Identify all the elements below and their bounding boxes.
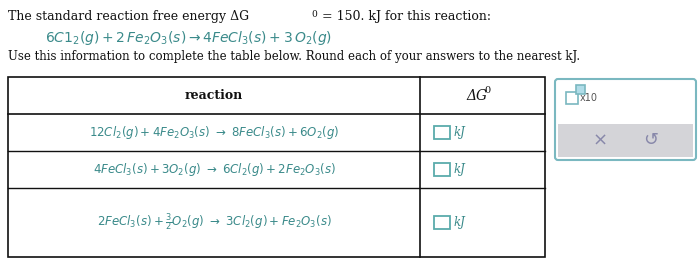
Bar — [434, 216, 450, 229]
Text: $2FeCl_3(s) + \frac{3}{2}O_2(g)\ \rightarrow\ 3Cl_2(g) + Fe_2O_3(s)$: $2FeCl_3(s) + \frac{3}{2}O_2(g)\ \righta… — [96, 212, 332, 233]
Text: 0: 0 — [484, 86, 491, 95]
Text: kJ: kJ — [454, 216, 466, 229]
Text: reaction: reaction — [185, 89, 243, 102]
Bar — [576, 85, 585, 94]
Text: ×: × — [593, 131, 608, 150]
Text: The standard reaction free energy ΔG: The standard reaction free energy ΔG — [8, 10, 249, 23]
Text: x10: x10 — [580, 93, 598, 103]
Text: = 150. kJ for this reaction:: = 150. kJ for this reaction: — [318, 10, 491, 23]
Bar — [558, 82, 693, 124]
Text: $4FeCl_3(s) + 3O_2(g)\ \rightarrow\ 6Cl_2(g) + 2Fe_2O_3(s)$: $4FeCl_3(s) + 3O_2(g)\ \rightarrow\ 6Cl_… — [93, 161, 336, 178]
Bar — [434, 163, 450, 176]
Bar — [8, 77, 545, 257]
Bar — [558, 124, 693, 157]
Text: $12Cl_2(g) + 4Fe_2O_3(s)\ \rightarrow\ 8FeCl_3(s) + 6O_2(g)$: $12Cl_2(g) + 4Fe_2O_3(s)\ \rightarrow\ 8… — [89, 124, 339, 141]
Text: Use this information to complete the table below. Round each of your answers to : Use this information to complete the tab… — [8, 50, 580, 63]
Text: 0: 0 — [311, 10, 317, 19]
Text: kJ: kJ — [454, 163, 466, 176]
Text: ↺: ↺ — [643, 131, 658, 150]
Text: ΔG: ΔG — [467, 88, 488, 103]
Text: $6C1_2(g) + 2\,Fe_2O_3(s)\rightarrow 4FeCl_3(s) + 3\,O_2(g)$: $6C1_2(g) + 2\,Fe_2O_3(s)\rightarrow 4Fe… — [45, 29, 332, 47]
Text: kJ: kJ — [454, 126, 466, 139]
Bar — [566, 92, 578, 104]
Bar — [434, 126, 450, 139]
